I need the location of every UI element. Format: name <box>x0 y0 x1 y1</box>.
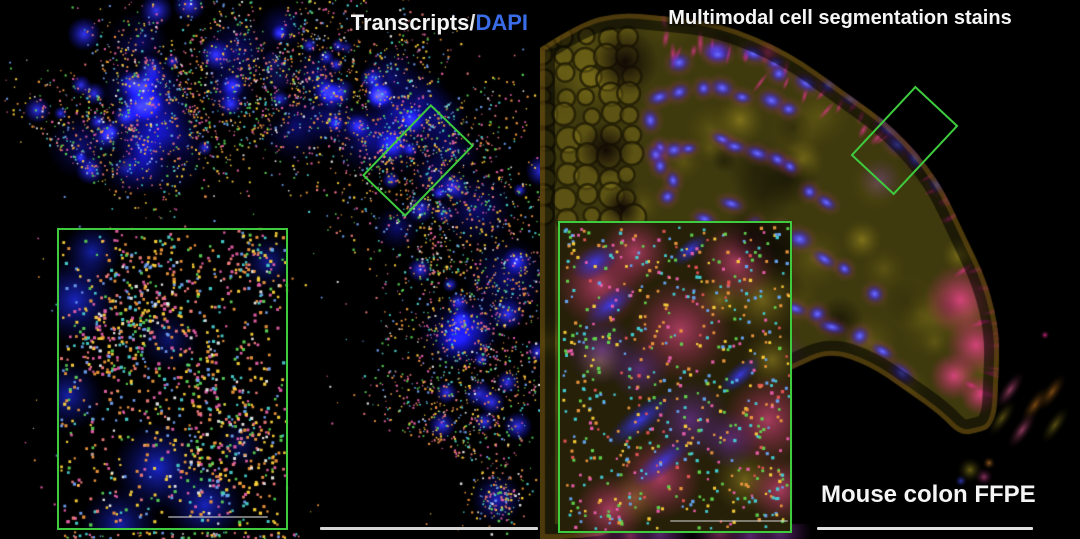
right-inset-scale-bar <box>670 520 788 522</box>
left-scale-bar <box>320 527 538 530</box>
right-panel: Multimodal cell segmentation stains Mous… <box>540 0 1080 539</box>
right-panel-image <box>540 0 1080 539</box>
left-inset-frame <box>57 228 288 530</box>
dapi-label: DAPI <box>475 10 528 35</box>
left-panel-title: Transcripts/DAPI <box>351 10 528 36</box>
right-scale-bar <box>817 527 1033 530</box>
left-panel: Transcripts/DAPI <box>0 0 540 539</box>
left-inset-scale-bar <box>168 516 268 518</box>
transcripts-label: Transcripts/ <box>350 10 476 35</box>
left-panel-image <box>0 0 540 539</box>
specimen-caption: Mouse colon FFPE <box>821 481 1036 508</box>
right-panel-title: Multimodal cell segmentation stains <box>668 7 1012 29</box>
right-inset-frame <box>558 221 792 533</box>
